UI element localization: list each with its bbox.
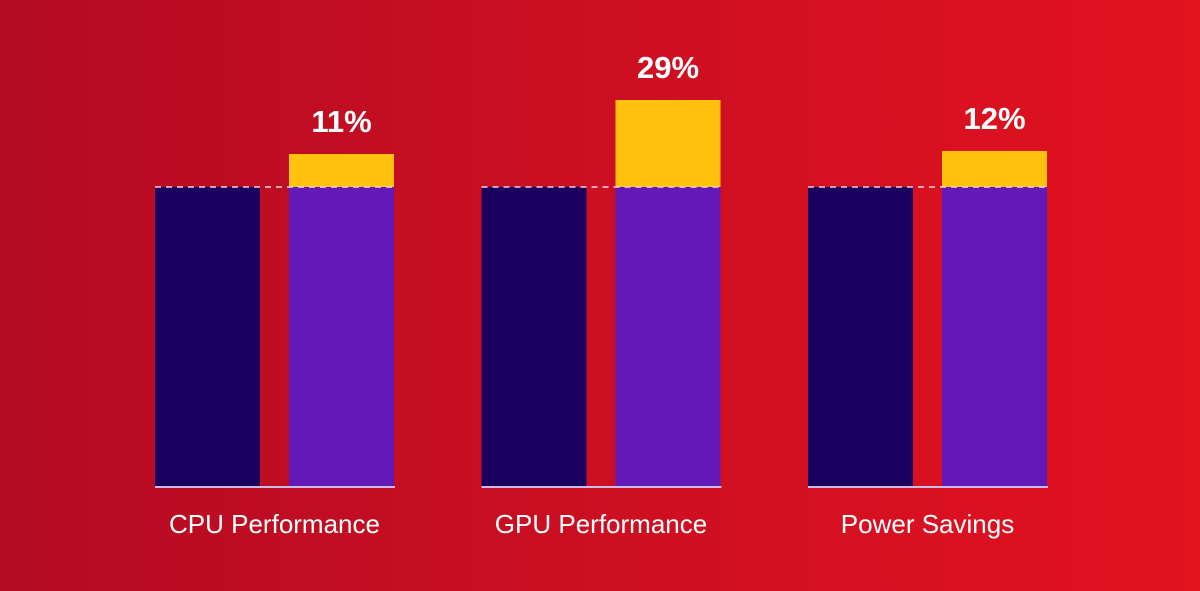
bar (808, 187, 913, 487)
category-label: Power Savings (841, 509, 1014, 539)
category-label: CPU Performance (169, 509, 380, 539)
bar (289, 154, 394, 187)
bar (481, 187, 587, 487)
bar (942, 151, 1047, 187)
value-label: 29% (637, 50, 699, 85)
bar (615, 187, 721, 487)
bar (942, 187, 1047, 487)
bar (615, 100, 721, 187)
category-label: GPU Performance (495, 509, 707, 539)
bar (289, 187, 394, 487)
value-label: 11% (311, 104, 371, 139)
value-label: 12% (963, 101, 1025, 136)
bar (155, 187, 260, 487)
